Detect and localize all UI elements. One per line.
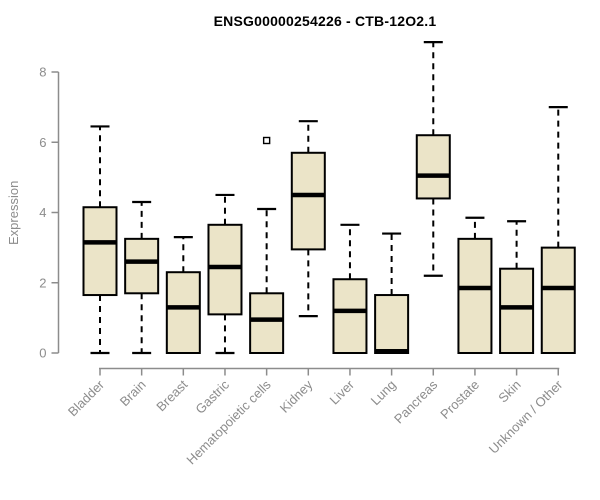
y-tick-label: 4 <box>39 205 46 220</box>
chart-title: ENSG00000254226 - CTB-12O2.1 <box>213 13 437 29</box>
y-tick-label: 6 <box>39 135 46 150</box>
x-tick-label-brain: Brain <box>117 377 149 409</box>
box-skin <box>499 267 535 355</box>
x-tick-label-skin: Skin <box>495 377 523 405</box>
box-kidney <box>290 151 326 251</box>
x-tick-label-breast: Breast <box>153 377 190 414</box>
x-tick-label-gastric: Gastric <box>192 377 232 417</box>
x-tick-label-pancreas: Pancreas <box>391 377 441 427</box>
x-tick-label-lung: Lung <box>368 377 399 408</box>
box-liver <box>332 278 368 354</box>
x-tick-label-unknown-other: Unknown / Other <box>486 377 566 457</box>
x-tick-label-liver: Liver <box>327 377 358 408</box>
x-tick-label-prostate: Prostate <box>437 377 482 422</box>
y-tick-label: 8 <box>39 65 46 80</box>
x-tick-label-kidney: Kidney <box>277 377 316 416</box>
y-tick-label: 0 <box>39 346 46 361</box>
box-gastric <box>207 223 243 316</box>
y-tick-label: 2 <box>39 275 46 290</box>
box-hematopoietic-cells <box>249 292 285 355</box>
box-breast <box>165 271 201 354</box>
box-pancreas <box>415 134 451 200</box>
x-tick-label-bladder: Bladder <box>65 377 108 420</box>
box-brain <box>124 237 160 295</box>
box-prostate <box>457 237 493 354</box>
box-unknown-other <box>540 246 576 354</box>
box-bladder <box>82 206 118 297</box>
box-lung <box>374 294 410 355</box>
outlier-point-hematopoietic-cells <box>262 136 271 145</box>
